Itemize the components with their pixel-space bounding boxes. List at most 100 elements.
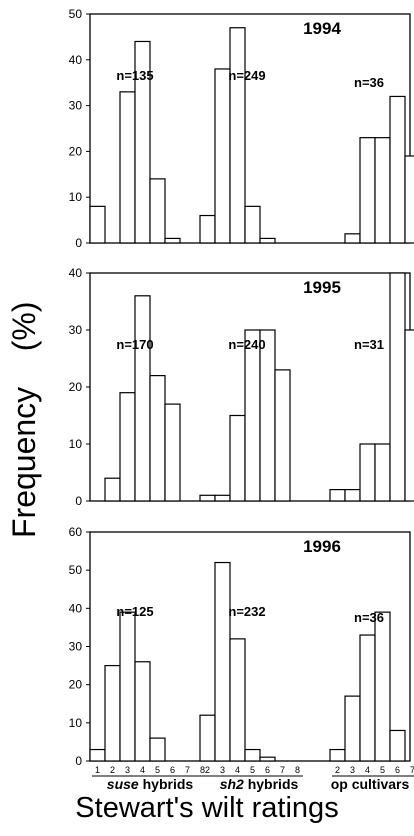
x-axis-label: Stewart's wilt ratings: [75, 792, 339, 824]
y-tick-label: 20: [69, 380, 83, 394]
x-tick-label: 8: [200, 765, 205, 775]
y-tick-label: 40: [69, 53, 83, 67]
x-tick-label: 7: [280, 765, 285, 775]
n-label: n=31: [354, 337, 384, 352]
bar: [259, 329, 276, 502]
bar: [214, 68, 231, 244]
group-label-name: suse: [107, 776, 139, 792]
bar: [214, 561, 231, 762]
x-tick-label: 4: [365, 765, 370, 775]
bar: [344, 695, 361, 762]
x-tick-label: 3: [220, 765, 225, 775]
n-label: n=125: [116, 604, 153, 619]
bar: [244, 329, 261, 502]
n-label: n=170: [116, 337, 153, 352]
bar: [214, 494, 231, 502]
bar: [329, 489, 346, 502]
bar: [199, 714, 216, 762]
bar: [119, 611, 136, 762]
y-tick-label: 40: [69, 266, 83, 280]
group-label-suffix: hybrids: [139, 776, 194, 792]
y-tick-label: 40: [69, 601, 83, 615]
bar: [404, 329, 414, 502]
x-tick-label: 2: [110, 765, 115, 775]
y-axis-title: Frequency: [6, 387, 42, 539]
bar: [259, 237, 276, 244]
group-label: op cultivars: [331, 776, 410, 792]
y-tick-label: 20: [69, 144, 83, 158]
panel-title: 1996: [303, 537, 341, 556]
x-tick-label: 7: [410, 765, 414, 775]
bar: [164, 237, 181, 244]
y-tick-label: 10: [69, 437, 83, 451]
n-label: n=240: [228, 337, 265, 352]
bar: [244, 205, 261, 244]
bar: [89, 748, 106, 762]
bar: [329, 748, 346, 762]
n-label: n=135: [116, 68, 153, 83]
x-tick-label: 5: [250, 765, 255, 775]
x-tick-label: 2: [335, 765, 340, 775]
y-tick-label: 30: [69, 640, 83, 654]
bar: [374, 443, 391, 502]
bar: [374, 137, 391, 244]
x-tick-label: 1: [95, 765, 100, 775]
y-tick-label: 30: [69, 323, 83, 337]
bar: [199, 494, 216, 502]
bar: [89, 205, 106, 244]
x-tick-label: 5: [155, 765, 160, 775]
group-label-name: sh2: [220, 776, 244, 792]
bar: [404, 155, 414, 244]
bar: [149, 737, 166, 762]
bar: [104, 664, 121, 762]
bar: [389, 729, 406, 762]
y-tick-label: 10: [69, 190, 83, 204]
bar: [229, 638, 246, 762]
bar: [389, 95, 406, 244]
bar: [344, 233, 361, 244]
group-label-name: op: [331, 776, 348, 792]
y-tick-label: 10: [69, 716, 83, 730]
y-tick-label: 20: [69, 678, 83, 692]
bar: [134, 661, 151, 762]
bar: [149, 178, 166, 244]
x-tick-label: 4: [235, 765, 240, 775]
bar: [389, 272, 406, 502]
bar: [259, 756, 276, 762]
x-tick-label: 8: [295, 765, 300, 775]
bar: [134, 40, 151, 244]
y-tick-label: 50: [69, 7, 83, 21]
n-label: n=36: [354, 75, 384, 90]
x-tick-label: 2: [205, 765, 210, 775]
panel-title: 1995: [303, 278, 341, 297]
bar: [229, 27, 246, 244]
x-tick-label: 3: [125, 765, 130, 775]
bar: [229, 414, 246, 502]
x-tick-label: 7: [185, 765, 190, 775]
bar: [119, 392, 136, 502]
n-label: n=249: [228, 68, 265, 83]
y-tick-label: 0: [75, 494, 82, 508]
bar: [119, 91, 136, 244]
group-label: suse hybrids: [107, 776, 194, 792]
bar: [164, 403, 181, 502]
group-label: sh2 hybrids: [220, 776, 299, 792]
y-tick-label: 30: [69, 99, 83, 113]
y-tick-label: 50: [69, 563, 83, 577]
bar: [244, 748, 261, 762]
bar: [274, 369, 291, 502]
x-tick-label: 5: [380, 765, 385, 775]
group-label-suffix: cultivars: [348, 776, 410, 792]
bar: [149, 375, 166, 502]
y-tick-label: 60: [69, 525, 83, 539]
bar: [344, 489, 361, 502]
x-tick-label: 4: [140, 765, 145, 775]
bar: [104, 477, 121, 502]
y-tick-label: 0: [75, 754, 82, 768]
group-label-suffix: hybrids: [244, 776, 299, 792]
bar: [359, 634, 376, 762]
n-label: n=232: [228, 604, 265, 619]
x-tick-label: 6: [395, 765, 400, 775]
x-tick-label: 6: [170, 765, 175, 775]
